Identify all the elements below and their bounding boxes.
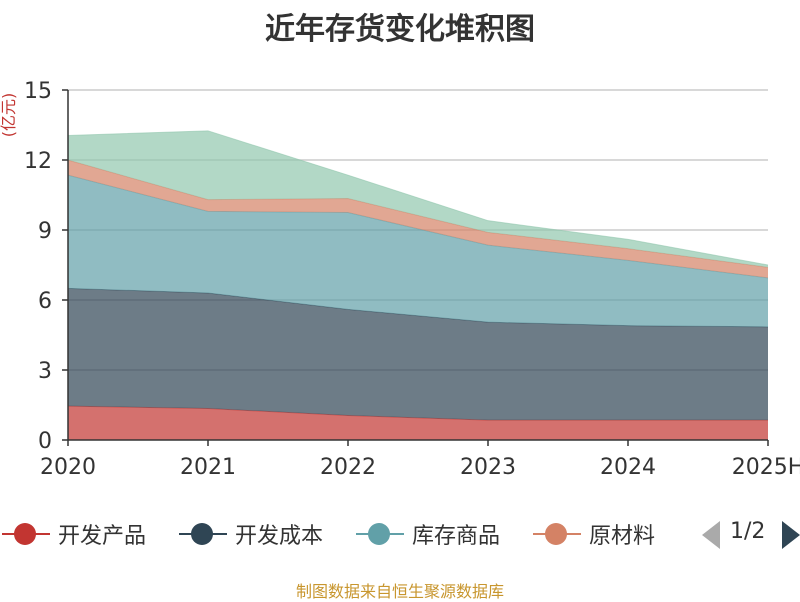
y-tick-label: 15 [24,79,52,104]
area-series-1 [68,288,768,421]
x-tick-label: 2023 [460,455,516,480]
y-tick-label: 3 [38,359,52,384]
legend-pager: 1/2 [700,514,800,554]
legend-marker-icon [354,514,404,554]
legend-marker-icon [177,514,227,554]
legend-dot [191,523,213,545]
y-tick-label: 12 [24,149,52,174]
legend-label: 库存商品 [412,524,501,549]
legend-dot [545,523,567,545]
y-tick-label: 9 [38,219,52,244]
pager-text: 1/2 [730,519,766,544]
y-tick-label: 0 [38,429,52,454]
legend-label: 原材料 [589,524,656,549]
pager-next-icon[interactable] [782,521,800,549]
y-tick-label: 6 [38,289,52,314]
x-tick-label: 2025H [732,455,800,480]
x-tick-label: 2022 [320,455,376,480]
legend-item-kaifa-chengben[interactable]: 开发成本 [177,514,323,554]
legend-dot [14,523,36,545]
y-axis-label: (亿元) [0,93,18,138]
area-series-2 [68,175,768,327]
area-series-line-4 [67,130,769,266]
legend-item-kucun-shangpin[interactable]: 库存商品 [354,514,500,554]
legend-marker-icon [531,514,581,554]
pager-prev-icon[interactable] [702,521,720,549]
legend-marker-icon [0,514,50,554]
source-note: 制图数据来自恒生聚源数据库 [295,582,504,601]
area-series-line-0 [67,405,768,421]
legend-dot [368,523,390,545]
x-tick-label: 2024 [600,455,656,480]
legend-item-kaifa-chanpin[interactable]: 开发产品 [0,514,146,554]
legend: 开发产品 开发成本 库存商品 原材料 [0,514,800,554]
area-series-4 [68,130,768,268]
legend-item-yuancailiao[interactable]: 原材料 [531,514,655,554]
x-tick-label: 2021 [180,455,236,480]
legend-label: 开发产品 [58,524,147,549]
legend-label: 开发成本 [235,524,324,549]
x-tick-label: 2020 [40,455,96,480]
area-series-3 [68,160,768,278]
chart-title: 近年存货变化堆积图 [265,12,535,47]
area-series-0 [68,406,768,440]
